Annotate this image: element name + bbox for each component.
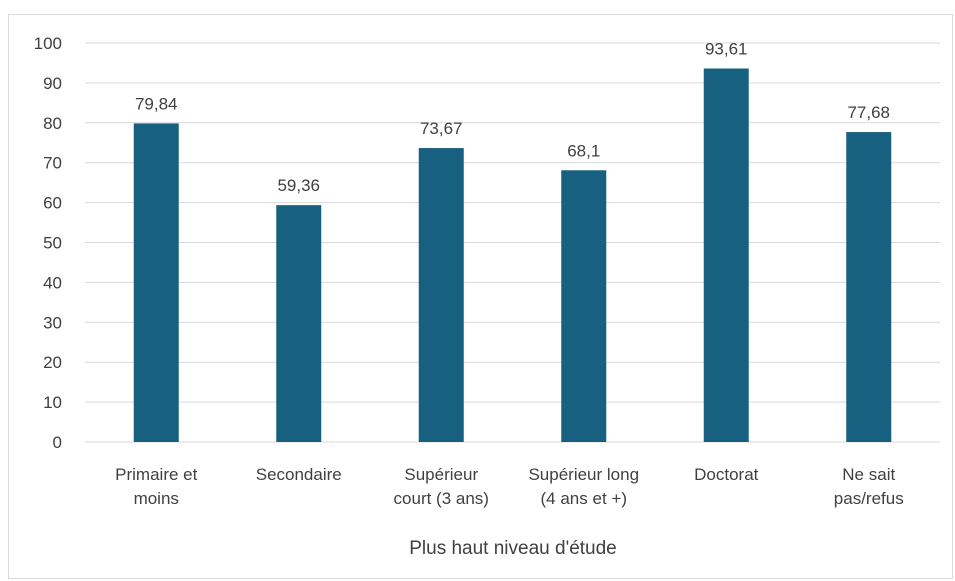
category-label: Supérieur long (4 ans et +) <box>528 465 639 508</box>
category-label-line: Doctorat <box>694 465 759 484</box>
category-labels: Primaire et moins Secondaire Supérieur court… <box>115 465 904 508</box>
gridlines <box>85 42 940 443</box>
category-label-line: moins <box>134 489 179 508</box>
bar <box>418 148 464 442</box>
category-label-line: Primaire et <box>115 465 197 484</box>
category-label: Primaire et moins <box>115 465 197 508</box>
bar <box>561 170 607 442</box>
data-label: 68,1 <box>567 141 600 160</box>
data-label: 79,84 <box>135 94 178 113</box>
data-label: 59,36 <box>277 176 320 195</box>
y-tick-label: 30 <box>43 313 62 332</box>
y-tick-label: 90 <box>43 74 62 93</box>
bar <box>133 123 179 442</box>
category-label-line: pas/refus <box>834 489 904 508</box>
y-tick-label: 0 <box>53 433 62 452</box>
x-axis-title: Plus haut niveau d'étude <box>409 538 617 559</box>
category-label: Secondaire <box>256 465 342 484</box>
y-tick-label: 10 <box>43 393 62 412</box>
category-label: Supérieur court (3 ans) <box>394 465 489 508</box>
category-label-line: Secondaire <box>256 465 342 484</box>
bar <box>276 205 322 442</box>
y-tick-label: 20 <box>43 353 62 372</box>
data-labels: 79,84 59,36 73,67 68,1 93,61 77,68 <box>135 39 890 195</box>
data-label: 93,61 <box>705 39 748 58</box>
category-label: Ne sait pas/refus <box>834 465 904 508</box>
bars <box>133 68 892 443</box>
category-label-line: Supérieur <box>404 465 478 484</box>
y-tick-label: 60 <box>43 194 62 213</box>
y-tick-label: 50 <box>43 234 62 253</box>
category-label-line: court (3 ans) <box>394 489 489 508</box>
category-label-line: Supérieur long <box>528 465 639 484</box>
bar <box>703 68 749 443</box>
y-axis-ticks: 0 10 20 30 40 50 60 70 80 90 100 <box>34 34 62 452</box>
data-label: 73,67 <box>420 119 463 138</box>
y-tick-label: 70 <box>43 154 62 173</box>
category-label: Doctorat <box>694 465 759 484</box>
data-label: 77,68 <box>847 103 890 122</box>
category-label-line: (4 ans et +) <box>541 489 627 508</box>
y-tick-label: 40 <box>43 273 62 292</box>
y-tick-label: 80 <box>43 114 62 133</box>
category-label-line: Ne sait <box>842 465 895 484</box>
y-tick-label: 100 <box>34 34 62 53</box>
bar <box>846 132 892 442</box>
